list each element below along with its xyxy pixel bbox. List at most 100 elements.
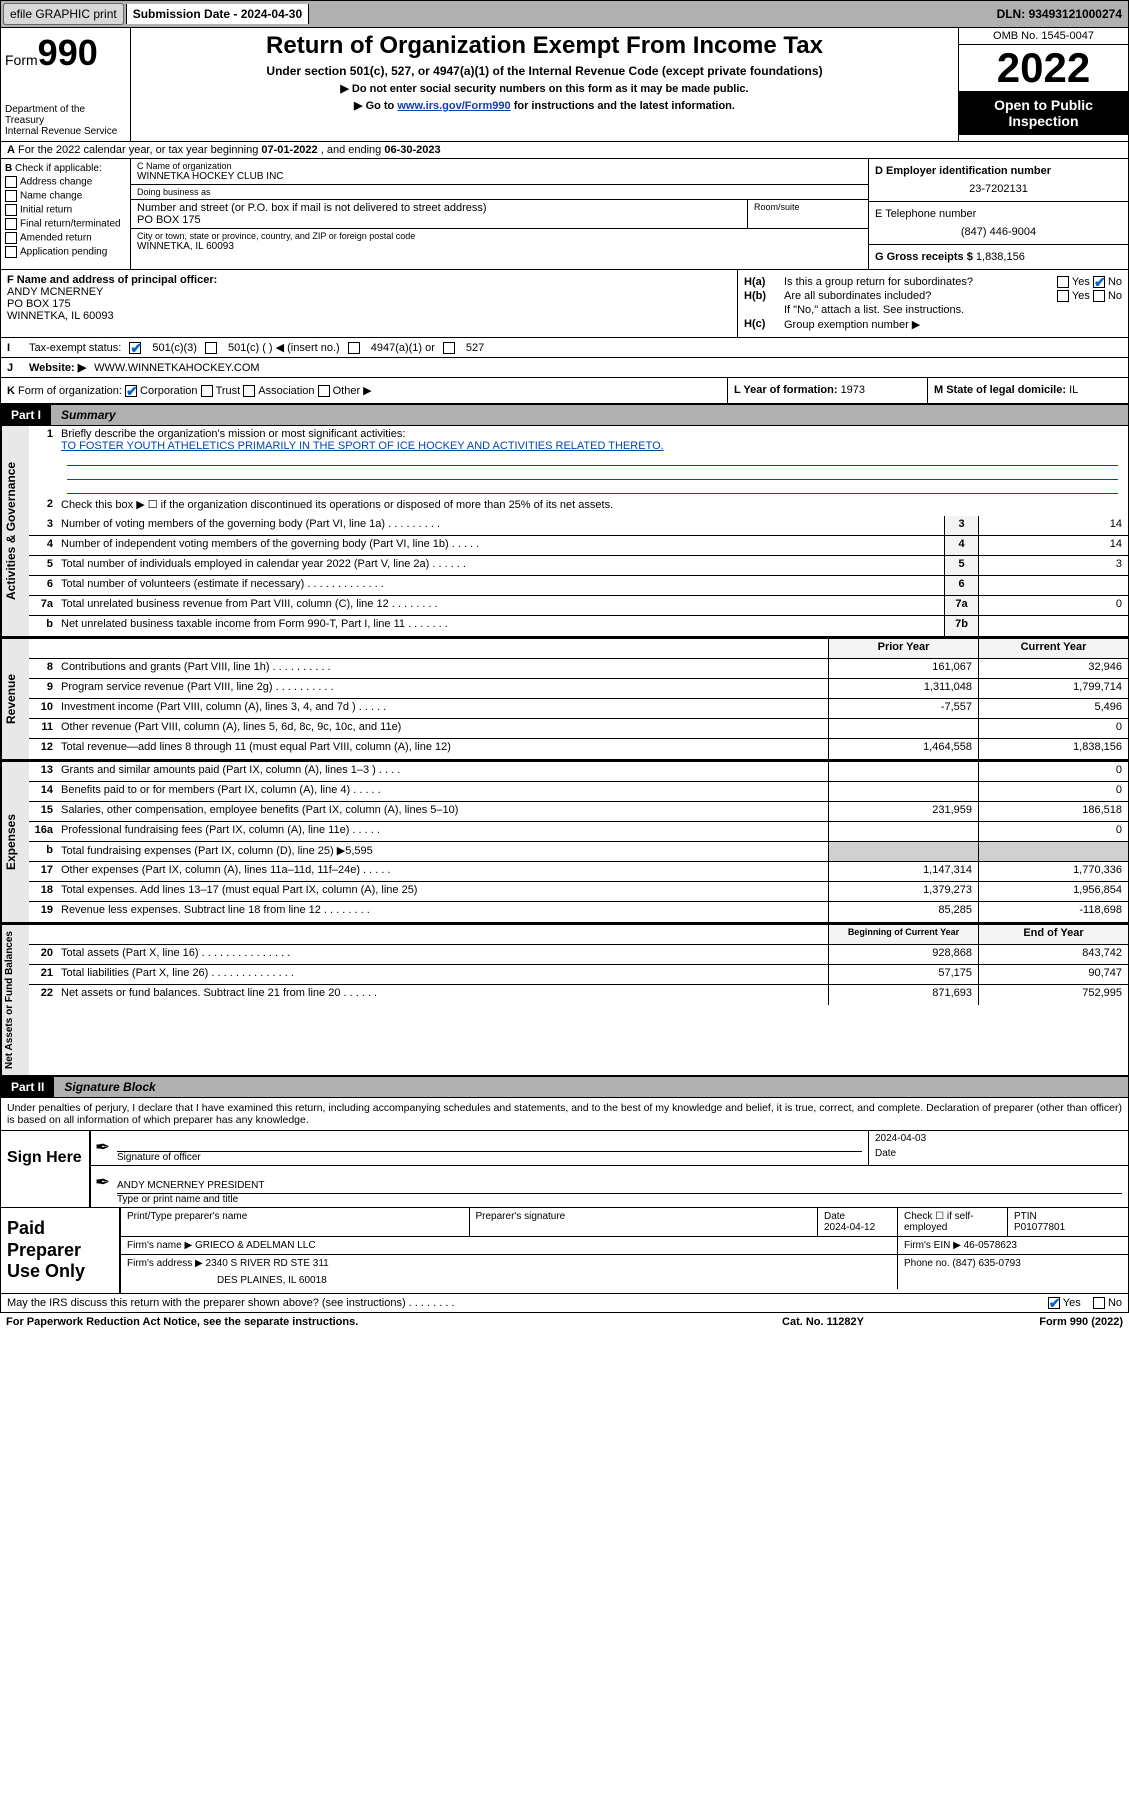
row-a-mid: , and ending (321, 144, 385, 156)
part1-title: Summary (51, 405, 1128, 425)
l8-prior: 161,067 (828, 659, 978, 678)
c-city-label: City or town, state or province, country… (137, 231, 862, 241)
col-f-officer: F Name and address of principal officer:… (1, 270, 738, 337)
footer-discuss: May the IRS discuss this return with the… (0, 1294, 1129, 1313)
sign-date-label: Date (875, 1148, 896, 1159)
l16b-prior-shade (828, 842, 978, 861)
cat-no: Cat. No. 11282Y (723, 1316, 923, 1328)
l13-curr: 0 (978, 762, 1128, 781)
l8-curr: 32,946 (978, 659, 1128, 678)
dln-cell: DLN: 93493121000274 (991, 4, 1128, 24)
efile-print-button[interactable]: efile GRAPHIC print (3, 3, 124, 25)
form-subtitle-1: Under section 501(c), 527, or 4947(a)(1)… (135, 64, 954, 78)
vlabel-expenses: Expenses (1, 762, 29, 922)
l18-text: Total expenses. Add lines 13–17 (must eq… (57, 882, 828, 901)
hb-label: H(b) (744, 290, 784, 302)
i-527-checkbox[interactable] (443, 342, 455, 354)
col-c-org: C Name of organization WINNETKA HOCKEY C… (131, 159, 868, 269)
l21-text: Total liabilities (Part X, line 26) . . … (57, 965, 828, 984)
l4-value: 14 (978, 536, 1128, 555)
discuss-yes-label: Yes (1063, 1297, 1081, 1309)
k-corp-checkbox[interactable] (125, 385, 137, 397)
row-a-tax-year: A For the 2022 calendar year, or tax yea… (0, 142, 1129, 159)
cb-initial-return[interactable]: Initial return (5, 204, 126, 216)
l16b-text: Total fundraising expenses (Part IX, col… (57, 842, 828, 861)
hb-yes-checkbox[interactable] (1057, 290, 1069, 302)
g-gross-label: G Gross receipts $ (875, 251, 976, 263)
hb-no-label: No (1108, 290, 1122, 302)
summary-sec1: Activities & Governance 1 Briefly descri… (0, 426, 1129, 637)
k-trust-checkbox[interactable] (201, 385, 213, 397)
hb-no-checkbox[interactable] (1093, 290, 1105, 302)
c-dba-label: Doing business as (137, 187, 862, 197)
signature-intro: Under penalties of perjury, I declare th… (0, 1098, 1129, 1131)
l8-num: 8 (29, 659, 57, 678)
cb-amended-return[interactable]: Amended return (5, 232, 126, 244)
i-501c-checkbox[interactable] (205, 342, 217, 354)
l18-num: 18 (29, 882, 57, 901)
dln-label: DLN: (997, 7, 1029, 21)
k-assoc-label: Association (258, 385, 314, 397)
hdr-endofyear: End of Year (978, 925, 1128, 944)
l6-num: 6 (29, 576, 57, 595)
hdr-blank (29, 639, 57, 658)
ha-yes-checkbox[interactable] (1057, 276, 1069, 288)
irs-link[interactable]: www.irs.gov/Form990 (397, 100, 510, 112)
pen-icon: ✒ (91, 1131, 111, 1165)
i-label: I (7, 342, 21, 354)
k-assoc-checkbox[interactable] (243, 385, 255, 397)
l7a-text: Total unrelated business revenue from Pa… (57, 596, 944, 615)
form-header-left: Form990 Department of the Treasury Inter… (1, 28, 131, 141)
prep-sig-label: Preparer's signature (476, 1211, 812, 1222)
prep-date-value: 2024-04-12 (824, 1222, 891, 1233)
l12-curr: 1,838,156 (978, 739, 1128, 759)
prep-date-label: Date (824, 1211, 891, 1222)
l7b-text: Net unrelated business taxable income fr… (57, 616, 944, 636)
ha-no-label: No (1108, 276, 1122, 288)
cb-address-change[interactable]: Address change (5, 176, 126, 188)
col-b-checkboxes: B Check if applicable: Address change Na… (1, 159, 131, 269)
submission-date-label: Submission Date - (133, 7, 241, 21)
l7a-code: 7a (944, 596, 978, 615)
l19-prior: 85,285 (828, 902, 978, 922)
d-ein-value: 23-7202131 (875, 183, 1122, 195)
mission-line-2 (67, 466, 1118, 480)
i-4947-label: 4947(a)(1) or (371, 342, 435, 354)
l4-num: 4 (29, 536, 57, 555)
l6-text: Total number of volunteers (estimate if … (57, 576, 944, 595)
prep-name-label: Print/Type preparer's name (127, 1211, 463, 1222)
i-501c3-checkbox[interactable] (129, 342, 141, 354)
form-title: Return of Organization Exempt From Incom… (135, 32, 954, 60)
l3-code: 3 (944, 516, 978, 535)
row-a-label: A (7, 144, 15, 156)
i-4947-checkbox[interactable] (348, 342, 360, 354)
l18-prior: 1,379,273 (828, 882, 978, 901)
j-text: Website: ▶ (29, 361, 86, 374)
c-name-label: C Name of organization (137, 161, 862, 171)
form-number: 990 (38, 32, 98, 73)
tax-year: 2022 (959, 45, 1128, 91)
cb-application-pending[interactable]: Application pending (5, 246, 126, 258)
l9-num: 9 (29, 679, 57, 698)
row-klm: K Form of organization: Corporation Trus… (0, 378, 1129, 404)
ha-text: Is this a group return for subordinates? (784, 276, 1012, 288)
officer-name-label: Type or print name and title (117, 1194, 238, 1205)
discuss-no-checkbox[interactable] (1093, 1297, 1105, 1309)
cb-final-return[interactable]: Final return/terminated (5, 218, 126, 230)
l1-num: 1 (29, 426, 57, 496)
l5-text: Total number of individuals employed in … (57, 556, 944, 575)
summary-sec3: Expenses 13 Grants and similar amounts p… (0, 760, 1129, 923)
l13-prior (828, 762, 978, 781)
l14-text: Benefits paid to or for members (Part IX… (57, 782, 828, 801)
l7a-value: 0 (978, 596, 1128, 615)
hb-text: Are all subordinates included? (784, 290, 1012, 302)
discuss-yes-checkbox[interactable] (1048, 1297, 1060, 1309)
k-text: Form of organization: (18, 385, 122, 397)
ha-no-checkbox[interactable] (1093, 276, 1105, 288)
c-street-label: Number and street (or P.O. box if mail i… (137, 202, 741, 214)
k-other-checkbox[interactable] (318, 385, 330, 397)
cb-name-change[interactable]: Name change (5, 190, 126, 202)
l17-num: 17 (29, 862, 57, 881)
l8-text: Contributions and grants (Part VIII, lin… (57, 659, 828, 678)
i-527-label: 527 (466, 342, 484, 354)
